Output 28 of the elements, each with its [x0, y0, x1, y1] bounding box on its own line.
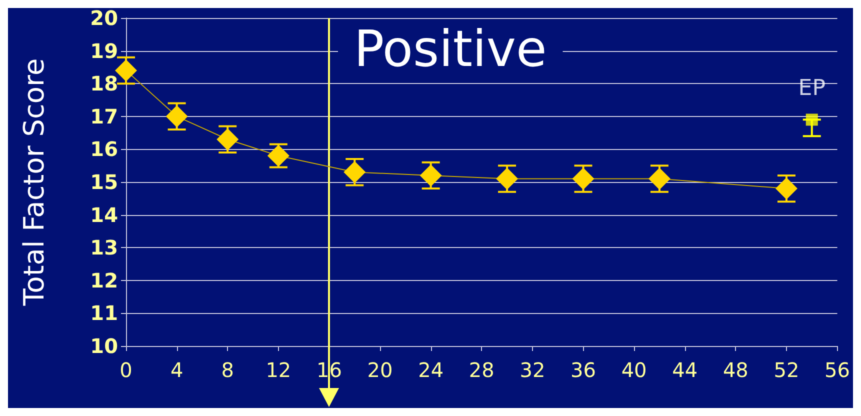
x-tick-label: 48	[722, 358, 748, 382]
series-label: EP	[798, 76, 826, 102]
y-tick-label: 13	[90, 236, 118, 260]
y-tick-label: 19	[90, 38, 118, 63]
x-tick-label: 0	[120, 358, 132, 382]
y-tick-label: 11	[90, 301, 118, 326]
x-tick-label: 56	[824, 358, 850, 382]
y-tick-label: 20	[90, 6, 118, 30]
y-tick-label: 18	[90, 72, 118, 96]
x-tick-label: 40	[621, 358, 647, 382]
x-tick-label: 44	[672, 358, 698, 382]
x-tick-label: 32	[520, 358, 546, 382]
y-axis-title: Total Factor Score	[18, 58, 50, 307]
x-tick-label: 28	[468, 358, 494, 382]
y-tick-label: 15	[90, 170, 118, 194]
y-tick-label: 10	[90, 334, 118, 358]
x-tick-label: 24	[418, 358, 444, 382]
y-tick-label: 14	[90, 202, 118, 227]
x-tick-label: 20	[367, 358, 393, 382]
chart-title: Positive	[354, 20, 547, 78]
y-tick-label: 16	[90, 137, 118, 162]
y-tick-label: 17	[90, 104, 118, 128]
x-tick-label: 12	[266, 358, 292, 382]
x-tick-label: 36	[570, 358, 596, 382]
x-tick-label: 4	[170, 358, 184, 382]
x-tick-label: 52	[774, 358, 800, 382]
x-tick-label: 8	[221, 358, 234, 382]
y-tick-label: 12	[90, 268, 118, 292]
